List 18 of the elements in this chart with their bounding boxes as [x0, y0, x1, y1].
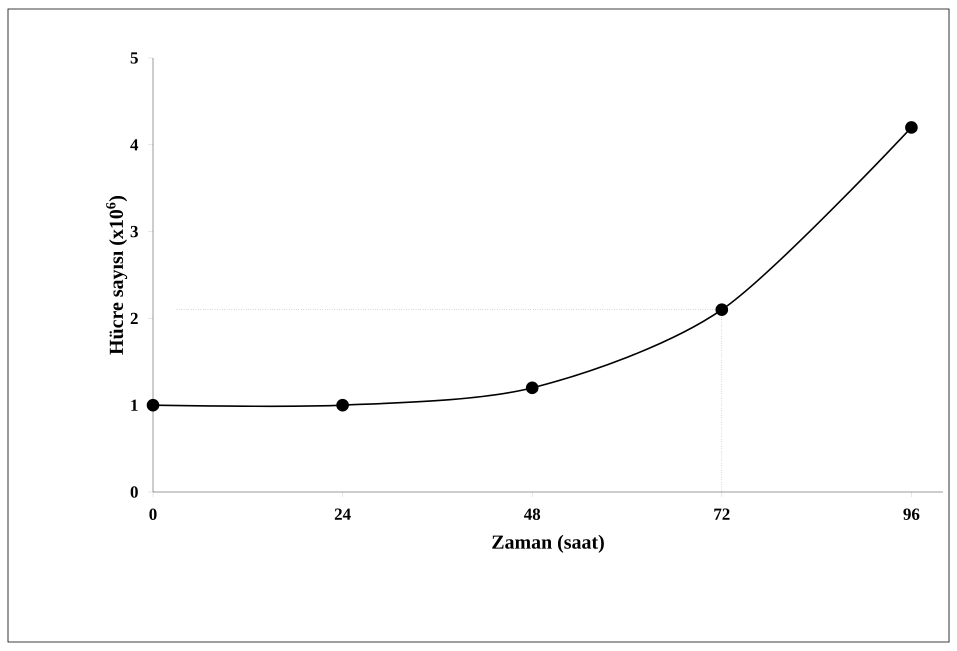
point — [716, 303, 728, 316]
x-tick-label: 96 — [903, 508, 920, 520]
y-tick-label: 5 — [130, 52, 138, 64]
y-tick-label: 1 — [131, 400, 138, 411]
point — [526, 382, 539, 394]
x-tick-label: 72 — [714, 508, 730, 520]
x-tick-label: 0 — [149, 508, 157, 520]
point — [146, 398, 160, 412]
y-tick-label: 3 — [130, 226, 138, 238]
y-tick-label: 4 — [130, 139, 138, 150]
x-tick-label: 24 — [334, 508, 351, 520]
x-tick-label: 48 — [524, 508, 540, 520]
y-tick-label: 0 — [130, 486, 138, 498]
x-axis-title: Zaman (saat) — [492, 534, 604, 553]
point — [336, 398, 349, 412]
y-tick-label: 2 — [130, 312, 138, 324]
y-axis-title: Hücre sayısı (x10$^{6}$) — [106, 196, 128, 355]
point — [905, 121, 918, 134]
